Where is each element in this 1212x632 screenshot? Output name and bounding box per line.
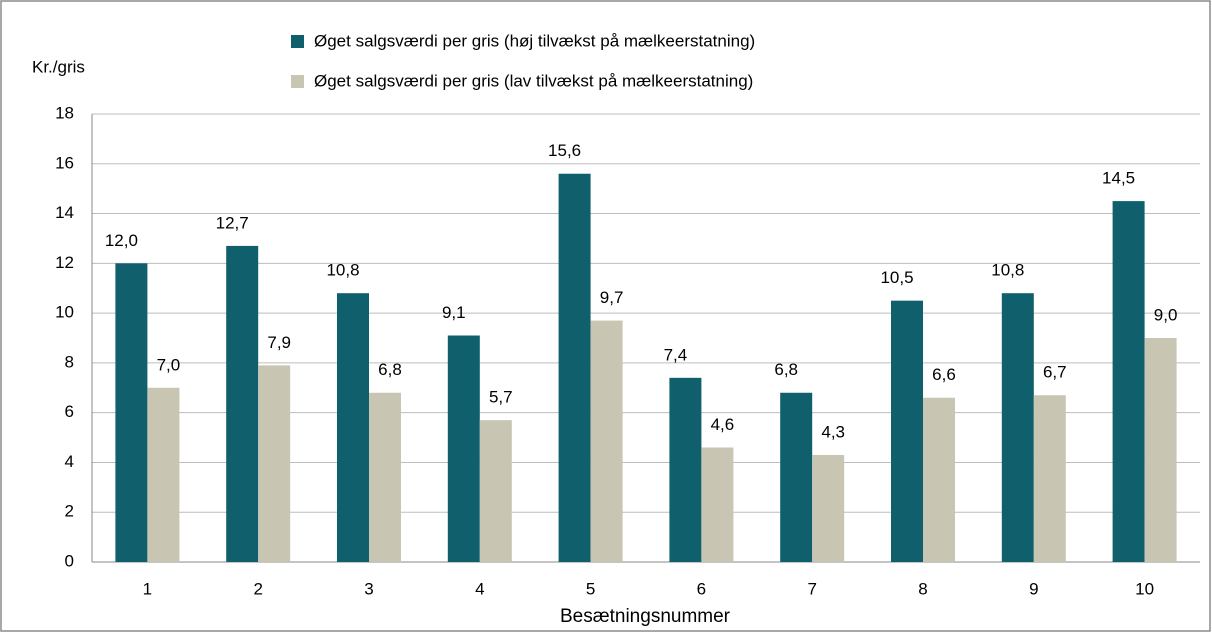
bar <box>447 335 480 562</box>
bar <box>369 392 401 562</box>
y-tick-label: 10 <box>55 303 74 322</box>
data-label: 4,3 <box>821 422 845 441</box>
data-label: 6,6 <box>932 365 956 384</box>
data-label: 10,8 <box>326 261 359 280</box>
y-tick-label: 16 <box>55 153 74 172</box>
y-tick-label: 12 <box>55 253 74 272</box>
x-tick-label: 9 <box>1029 579 1038 598</box>
data-label: 14,5 <box>1102 169 1135 188</box>
x-tick-label: 2 <box>253 579 262 598</box>
x-axis-label: Besætningsnummer <box>560 606 731 627</box>
bar <box>669 377 702 562</box>
bar <box>590 320 623 562</box>
y-tick-label: 2 <box>65 502 74 521</box>
data-label: 5,7 <box>489 388 513 407</box>
data-label: 6,8 <box>378 360 402 379</box>
data-label: 6,7 <box>1043 363 1067 382</box>
data-label: 9,0 <box>1154 305 1178 324</box>
bar <box>1112 201 1145 562</box>
bar <box>923 397 955 562</box>
x-tick-label: 1 <box>143 579 152 598</box>
y-axis-label: Kr./gris <box>32 57 85 76</box>
legend-swatch <box>291 35 304 48</box>
data-label: 4,6 <box>711 415 735 434</box>
bar <box>226 245 259 562</box>
x-tick-label: 8 <box>918 579 927 598</box>
bar <box>701 447 734 562</box>
data-label: 10,5 <box>880 268 913 287</box>
bar <box>812 454 845 562</box>
data-label: 9,7 <box>600 288 624 307</box>
y-tick-label: 8 <box>65 352 74 371</box>
y-tick-label: 6 <box>65 402 74 421</box>
data-label: 12,0 <box>105 231 138 250</box>
legend-label: Øget salgsværdi per gris (høj tilvækst p… <box>314 31 755 50</box>
y-tick-label: 0 <box>65 551 74 570</box>
data-label: 9,1 <box>442 303 466 322</box>
x-tick-label: 5 <box>586 579 595 598</box>
y-tick-label: 14 <box>55 203 74 222</box>
bar <box>891 300 923 562</box>
bar <box>1033 395 1066 562</box>
x-tick-label: 7 <box>807 579 816 598</box>
y-tick-label: 4 <box>65 452 74 471</box>
data-label: 10,8 <box>991 261 1024 280</box>
legend-label: Øget salgsværdi per gris (lav tilvækst p… <box>314 71 753 90</box>
bar <box>1144 338 1177 562</box>
bar <box>115 263 148 562</box>
bar <box>780 392 813 562</box>
bar <box>479 420 512 562</box>
bar <box>1001 293 1034 562</box>
data-label: 7,9 <box>267 333 291 352</box>
x-tick-label: 4 <box>475 579 484 598</box>
bar <box>558 173 591 562</box>
bar <box>147 387 180 562</box>
y-tick-label: 18 <box>55 103 74 122</box>
legend-swatch <box>291 75 304 88</box>
bar <box>337 293 369 562</box>
x-tick-label: 6 <box>697 579 706 598</box>
data-label: 7,0 <box>157 355 181 374</box>
data-label: 7,4 <box>664 345 688 364</box>
data-label: 15,6 <box>548 141 581 160</box>
x-tick-label: 3 <box>364 579 373 598</box>
data-label: 12,7 <box>216 213 249 232</box>
data-label: 6,8 <box>774 360 798 379</box>
bar <box>258 365 291 562</box>
x-tick-label: 10 <box>1135 579 1154 598</box>
